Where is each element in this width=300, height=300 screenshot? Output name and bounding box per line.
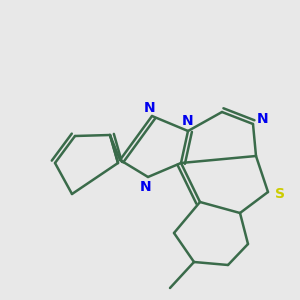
- Text: N: N: [144, 101, 156, 115]
- Text: N: N: [140, 180, 152, 194]
- Text: S: S: [275, 187, 285, 201]
- Text: N: N: [257, 112, 269, 126]
- Text: N: N: [182, 114, 194, 128]
